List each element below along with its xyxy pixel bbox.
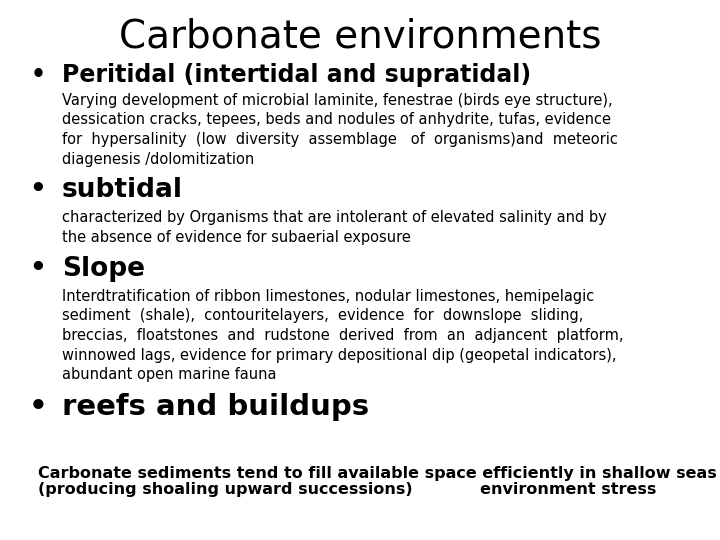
Text: sediment  (shale),  contouritelayers,  evidence  for  downslope  sliding,: sediment (shale), contouritelayers, evid… (62, 308, 583, 323)
Text: Varying development of microbial laminite, fenestrae (birds eye structure),: Varying development of microbial laminit… (62, 92, 613, 107)
Text: (producing shoaling upward successions)            environment stress: (producing shoaling upward successions) … (38, 482, 657, 497)
Text: Peritidal (intertidal and supratidal): Peritidal (intertidal and supratidal) (62, 63, 531, 87)
Text: •: • (30, 177, 46, 203)
Text: winnowed lags, evidence for primary depositional dip (geopetal indicators),: winnowed lags, evidence for primary depo… (62, 348, 616, 363)
Text: •: • (30, 255, 46, 282)
Text: abundant open marine fauna: abundant open marine fauna (62, 367, 276, 382)
Text: subtidal: subtidal (62, 177, 183, 203)
Text: dessication cracks, tepees, beds and nodules of anhydrite, tufas, evidence: dessication cracks, tepees, beds and nod… (62, 112, 611, 127)
Text: the absence of evidence for subaerial exposure: the absence of evidence for subaerial ex… (62, 230, 411, 245)
Text: Carbonate sediments tend to fill available space efficiently in shallow seas: Carbonate sediments tend to fill availab… (38, 466, 716, 481)
Text: Slope: Slope (62, 255, 145, 282)
Text: for  hypersalinity  (low  diversity  assemblage   of  organisms)and  meteoric: for hypersalinity (low diversity assembl… (62, 132, 618, 147)
Text: •: • (29, 393, 48, 421)
Text: Interdtratification of ribbon limestones, nodular limestones, hemipelagic: Interdtratification of ribbon limestones… (62, 288, 594, 303)
Text: characterized by Organisms that are intolerant of elevated salinity and by: characterized by Organisms that are into… (62, 210, 607, 225)
Text: breccias,  floatstones  and  rudstone  derived  from  an  adjancent  platform,: breccias, floatstones and rudstone deriv… (62, 328, 624, 343)
Text: Carbonate environments: Carbonate environments (119, 17, 601, 55)
Text: •: • (30, 63, 45, 87)
Text: reefs and buildups: reefs and buildups (62, 393, 369, 421)
Text: diagenesis /dolomitization: diagenesis /dolomitization (62, 152, 254, 166)
